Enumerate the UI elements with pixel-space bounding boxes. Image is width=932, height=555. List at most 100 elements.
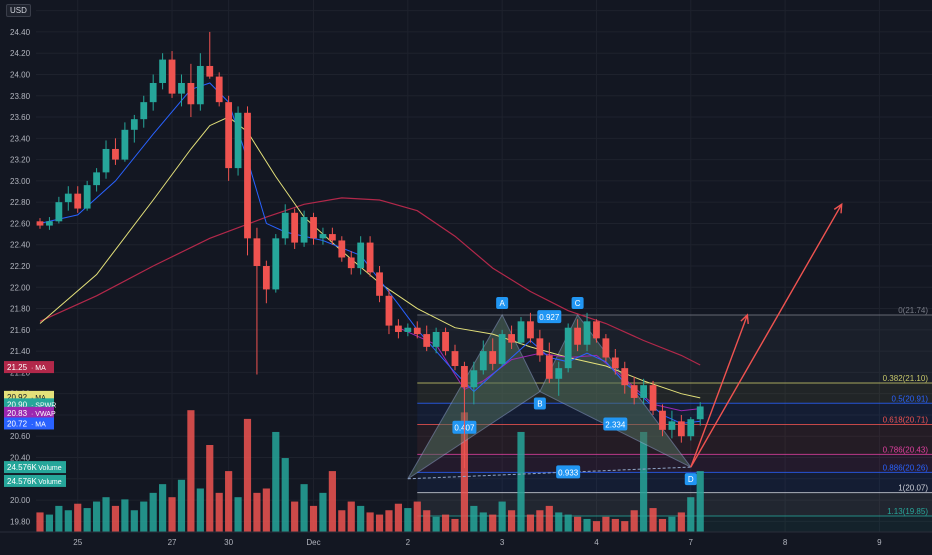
price-tag-bg [4,461,66,474]
volume-bars [36,410,704,532]
pattern-ratio-label: 0.927 [539,313,560,322]
price-tag-name: · MA [31,365,46,372]
y-tick-label: 21.40 [10,347,31,356]
projection-arrow-head [833,202,843,214]
candle [649,380,657,415]
candle [564,323,572,373]
candle [272,234,280,293]
candle [659,404,666,437]
x-tick-label: 25 [73,538,82,547]
volume-bar [225,471,233,532]
volume-bar [64,510,72,532]
candle [489,338,497,371]
volume-bar [394,503,402,532]
candle-body [451,351,459,367]
fib-zone [417,454,932,473]
fib-level-label: 0(21.74) [898,306,928,315]
pattern-point-badge [533,397,546,410]
volume-bar [83,508,91,532]
candle-body [611,357,619,369]
y-tick-label: 24.00 [10,70,31,79]
candle-body [602,338,610,358]
candle [102,140,110,179]
candle [74,186,82,213]
pattern-point-a[interactable]: A [496,296,509,309]
candle [508,325,515,349]
price-tag-value: 24.576K [7,463,37,472]
candle [357,236,365,275]
volume-bar [564,514,572,532]
candle [461,361,468,469]
volume-bar [498,501,506,532]
price-tag[interactable]: 20.72 · MA [4,417,54,430]
price-tag-value: 20.72 [7,419,28,428]
candle-body [36,221,44,226]
price-tag[interactable]: 24.576K· Volume [4,461,66,474]
candle-body [668,421,676,430]
volume-bar [243,418,252,532]
candle [498,329,506,367]
y-tick-label: 23.60 [10,113,31,122]
candle [55,196,63,224]
candle-body [479,351,487,371]
fib-level-label: 0.618(20.71) [883,416,929,425]
price-tag[interactable]: 21.25 · MA [4,361,54,374]
y-tick-label: 24.20 [10,49,31,58]
candle-body [319,234,327,239]
candle [206,31,214,79]
candle-body [83,185,91,209]
candle [696,402,704,426]
ma-line-red [39,197,701,366]
volume-bar [140,501,148,532]
volume-bar [658,518,667,532]
pattern-ratio: 2.334 [603,417,628,431]
volume-bar [630,510,638,532]
currency-label: USD [6,4,31,17]
candle [583,312,591,352]
candle-body [206,65,214,77]
candle [347,251,355,275]
fib-zone [417,472,932,493]
candle [630,376,638,405]
pattern-point-d[interactable]: D [684,473,697,486]
volume-bar [309,505,318,532]
price-tag[interactable]: 24.576K· Volume [4,474,66,487]
candle [621,361,629,394]
price-tag[interactable]: 20.83 · VWAP [4,406,56,419]
candle [517,317,525,345]
candle [310,212,317,245]
volume-bar [93,501,101,532]
candle [442,327,449,356]
pattern-point-c[interactable]: C [571,296,584,309]
candle-body [187,82,195,105]
candle [451,344,459,371]
candle [602,334,610,362]
y-tick-label: 22.20 [10,262,31,271]
candles [36,31,704,469]
price-tag-bg [4,474,66,487]
volume-bar [583,518,591,532]
candle [376,266,383,303]
candle-body [357,242,365,269]
grid [36,0,932,532]
candle [385,289,393,335]
fib-level-label: 0.886(20.26) [883,463,929,472]
pattern-point-b[interactable]: B [533,397,546,410]
volume-bar [177,479,186,532]
projection-arrow-head [740,313,749,324]
price-tag-name: · Volume [34,479,62,486]
candle-body [46,221,53,226]
candle-body [338,240,346,258]
candle-body [574,327,581,345]
volume-bar [489,514,497,532]
volume-bar [102,497,110,532]
candle [527,312,534,343]
candle [545,342,553,384]
volume-bar [328,471,336,532]
candle-body [489,351,497,364]
candle [121,122,129,162]
candle [168,51,176,98]
x-tick-label: 8 [783,538,788,547]
